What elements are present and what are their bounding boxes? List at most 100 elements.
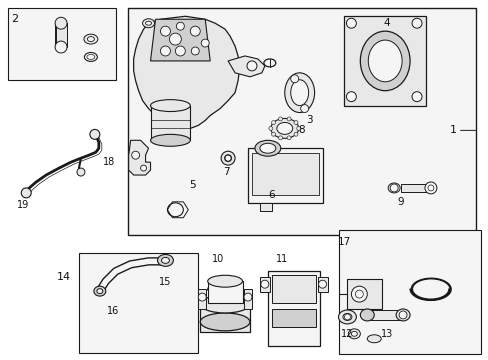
Ellipse shape — [150, 100, 190, 112]
Polygon shape — [150, 19, 210, 61]
Bar — [317, 277, 327, 292]
Bar — [56, 23, 67, 47]
Circle shape — [176, 22, 184, 30]
Ellipse shape — [284, 73, 314, 113]
Text: 15: 15 — [159, 277, 171, 287]
Circle shape — [198, 293, 206, 301]
Circle shape — [175, 46, 185, 56]
Circle shape — [398, 311, 406, 319]
Text: 14: 14 — [57, 272, 71, 282]
Circle shape — [290, 75, 298, 83]
Ellipse shape — [157, 255, 173, 266]
Ellipse shape — [200, 295, 249, 313]
Ellipse shape — [150, 134, 190, 146]
Circle shape — [293, 121, 297, 125]
Bar — [251, 153, 318, 195]
Text: 17: 17 — [337, 237, 350, 247]
Bar — [366, 310, 402, 320]
Circle shape — [351, 286, 366, 302]
Ellipse shape — [347, 329, 360, 339]
Bar — [127, 8, 475, 235]
Ellipse shape — [351, 331, 357, 336]
Circle shape — [55, 17, 67, 29]
Circle shape — [278, 136, 282, 140]
Bar — [244, 289, 251, 309]
Ellipse shape — [207, 283, 242, 295]
Circle shape — [201, 39, 209, 47]
Circle shape — [141, 165, 146, 171]
Text: 11: 11 — [275, 255, 287, 264]
Circle shape — [293, 132, 297, 136]
Polygon shape — [128, 140, 150, 175]
Bar — [271, 275, 315, 303]
Circle shape — [271, 121, 275, 125]
Ellipse shape — [200, 313, 249, 331]
Ellipse shape — [270, 118, 298, 138]
Circle shape — [411, 18, 421, 28]
Circle shape — [424, 182, 436, 194]
Text: 6: 6 — [268, 190, 275, 200]
Circle shape — [318, 280, 326, 288]
Ellipse shape — [276, 122, 292, 134]
Ellipse shape — [207, 275, 242, 287]
Text: 19: 19 — [17, 200, 29, 210]
Text: 10: 10 — [212, 255, 224, 264]
Text: 1: 1 — [449, 125, 456, 135]
Circle shape — [411, 92, 421, 102]
Circle shape — [90, 129, 100, 139]
Ellipse shape — [342, 314, 351, 320]
Ellipse shape — [260, 143, 275, 153]
Bar — [247, 148, 322, 203]
Circle shape — [300, 105, 308, 113]
Ellipse shape — [97, 289, 102, 294]
Ellipse shape — [290, 80, 308, 105]
Circle shape — [389, 184, 397, 192]
Bar — [400, 184, 428, 192]
Ellipse shape — [360, 309, 373, 321]
Text: 4: 4 — [383, 18, 390, 28]
Text: 9: 9 — [397, 197, 404, 207]
Ellipse shape — [224, 155, 231, 162]
Bar — [260, 203, 271, 211]
Circle shape — [160, 46, 170, 56]
Circle shape — [346, 92, 356, 102]
Circle shape — [190, 26, 200, 36]
Ellipse shape — [387, 183, 399, 193]
Text: 2: 2 — [11, 14, 18, 24]
Ellipse shape — [84, 34, 98, 44]
Circle shape — [131, 151, 139, 159]
Circle shape — [271, 132, 275, 136]
Circle shape — [286, 136, 290, 140]
Text: 5: 5 — [188, 180, 195, 190]
Text: 8: 8 — [298, 125, 305, 135]
Circle shape — [244, 293, 251, 301]
Ellipse shape — [142, 19, 154, 28]
Bar — [346, 279, 382, 309]
Circle shape — [278, 117, 282, 121]
Text: 3: 3 — [305, 116, 312, 126]
Text: 18: 18 — [102, 157, 115, 167]
Bar — [267, 271, 319, 346]
Ellipse shape — [145, 21, 151, 25]
Bar — [79, 253, 198, 353]
Circle shape — [21, 188, 31, 198]
Ellipse shape — [367, 40, 401, 82]
Circle shape — [169, 33, 181, 45]
Circle shape — [286, 117, 290, 121]
Circle shape — [261, 280, 268, 288]
Circle shape — [55, 41, 67, 53]
Ellipse shape — [254, 140, 280, 156]
Bar — [150, 105, 190, 140]
Circle shape — [160, 26, 170, 36]
Polygon shape — [133, 16, 240, 129]
Text: 7: 7 — [223, 167, 229, 177]
Bar — [260, 277, 269, 292]
Circle shape — [77, 168, 85, 176]
Ellipse shape — [87, 37, 94, 41]
Bar — [344, 16, 425, 105]
Bar — [198, 289, 206, 309]
Circle shape — [191, 47, 199, 55]
Ellipse shape — [94, 286, 105, 296]
Ellipse shape — [366, 335, 381, 343]
Ellipse shape — [395, 309, 409, 321]
